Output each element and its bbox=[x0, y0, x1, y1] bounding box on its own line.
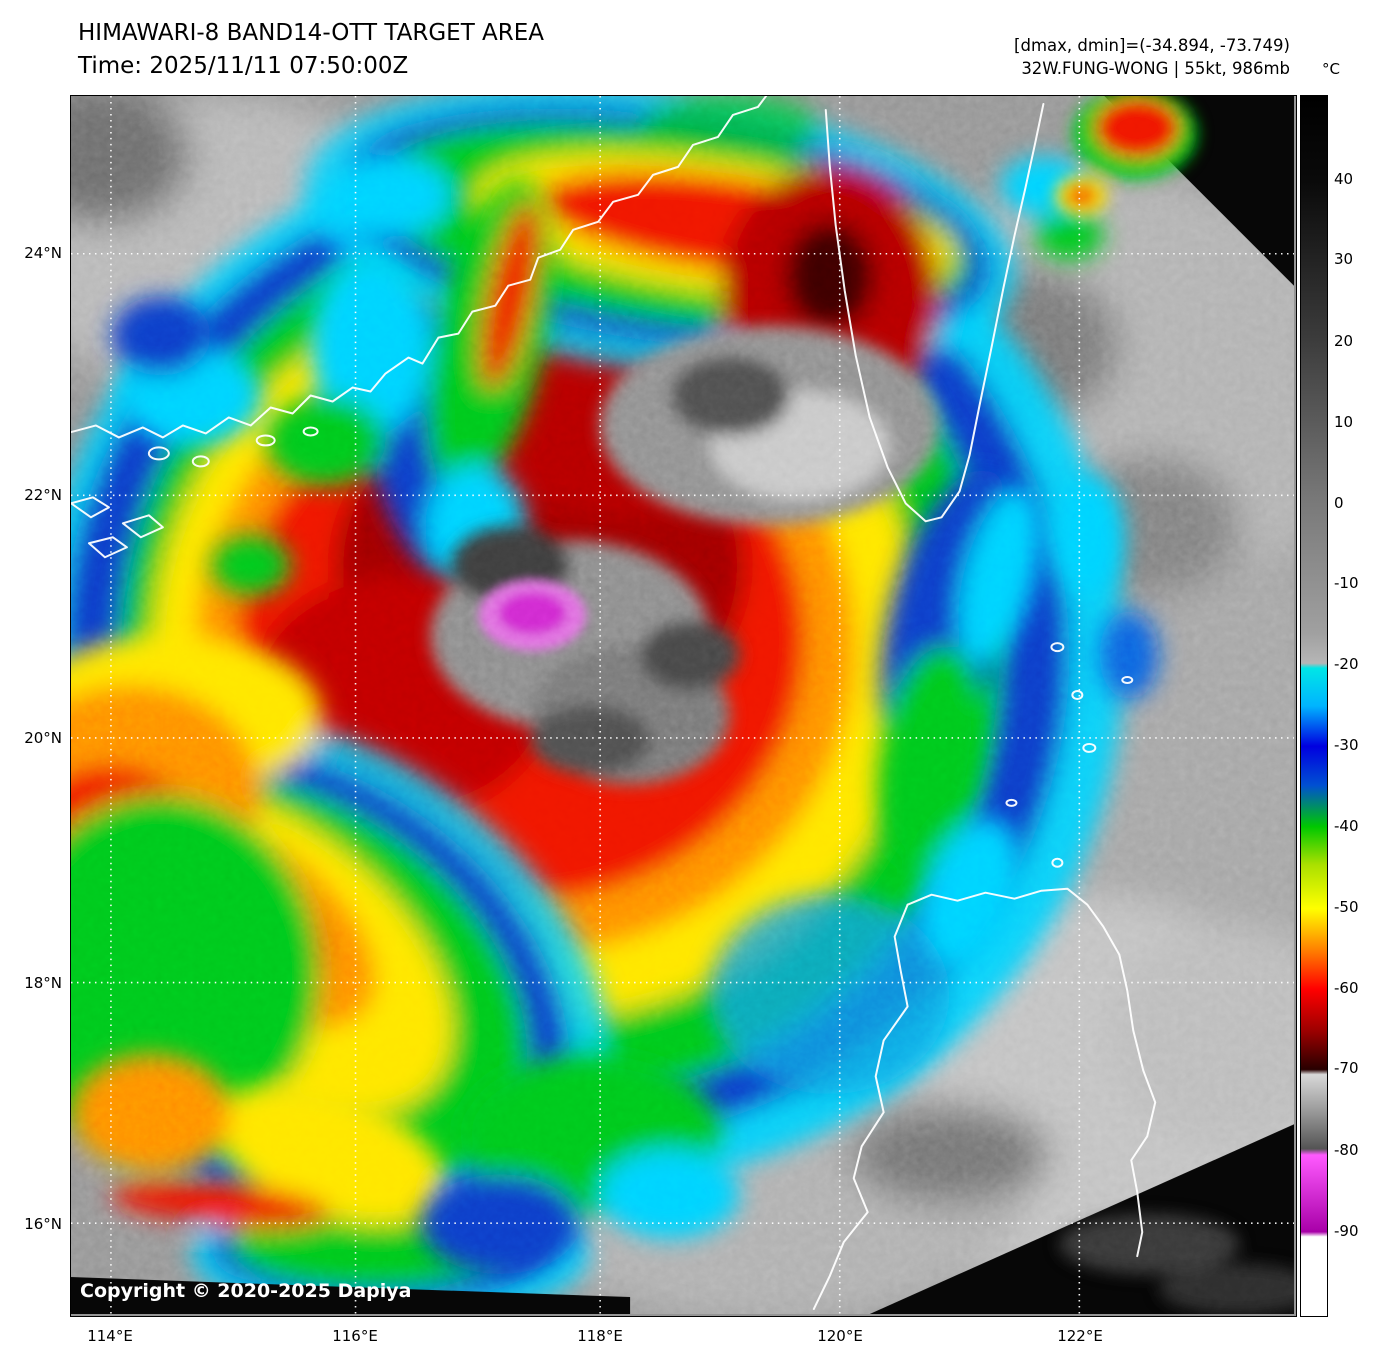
colorbar-tick: -30 bbox=[1334, 736, 1359, 754]
lon-tick-label: 122°E bbox=[1057, 1327, 1103, 1345]
coastlines bbox=[71, 96, 1157, 1311]
coastal-island bbox=[302, 426, 319, 437]
lat-tick-label: 24°N bbox=[24, 244, 62, 262]
small-island bbox=[1082, 742, 1097, 753]
graticule-grid bbox=[71, 96, 1294, 1314]
page-title: HIMAWARI-8 BAND14-OTT TARGET AREA bbox=[78, 20, 545, 46]
lat-tick-label: 18°N bbox=[24, 974, 62, 992]
colorbar-tick: -90 bbox=[1334, 1222, 1359, 1240]
colorbar-tick: -50 bbox=[1334, 898, 1359, 916]
satellite-scene bbox=[71, 96, 1294, 1314]
dmax-dmin-label: [dmax, dmin]=(-34.894, -73.749) bbox=[1014, 36, 1290, 55]
lat-tick-label: 16°N bbox=[24, 1215, 62, 1233]
noise-texture bbox=[71, 96, 1294, 1314]
colorbar-tick: -20 bbox=[1334, 655, 1359, 673]
satellite-image-frame: Copyright © 2020-2025 Dapiya bbox=[70, 95, 1297, 1317]
colorbar-tick: 20 bbox=[1334, 332, 1354, 350]
colorbar-tick: -80 bbox=[1334, 1141, 1359, 1159]
delta-islands bbox=[71, 496, 164, 559]
colorbar-unit-label: °C bbox=[1322, 60, 1340, 78]
coastline-taiwan bbox=[824, 102, 1045, 523]
colorbar-tick: 10 bbox=[1334, 413, 1354, 431]
colorbar-tick: 40 bbox=[1334, 170, 1354, 188]
stats-block: [dmax, dmin]=(-34.894, -73.749) 32W.FUNG… bbox=[1014, 34, 1290, 80]
small-island bbox=[1121, 676, 1134, 685]
storm-info-label: 32W.FUNG-WONG | 55kt, 986mb bbox=[1021, 59, 1290, 78]
small-island bbox=[1071, 690, 1084, 701]
lon-tick-label: 118°E bbox=[577, 1327, 623, 1345]
colorbar-tick: -70 bbox=[1334, 1059, 1359, 1077]
colorbar-tick: 0 bbox=[1334, 494, 1344, 512]
coastal-island bbox=[255, 434, 276, 447]
small-island bbox=[1050, 642, 1065, 653]
lat-tick-label: 20°N bbox=[24, 729, 62, 747]
colorbar-tick: 30 bbox=[1334, 250, 1354, 268]
coastline-luzon-west bbox=[812, 903, 909, 1311]
lon-tick-label: 120°E bbox=[817, 1327, 863, 1345]
colorbar-tick: -60 bbox=[1334, 979, 1359, 997]
temperature-colorbar bbox=[1300, 95, 1328, 1317]
colorbar-tick: -40 bbox=[1334, 817, 1359, 835]
time-label: Time: 2025/11/11 07:50:00Z bbox=[78, 53, 409, 79]
copyright-watermark: Copyright © 2020-2025 Dapiya bbox=[80, 1280, 412, 1302]
lon-tick-label: 114°E bbox=[87, 1327, 133, 1345]
colorbar-tick: -10 bbox=[1334, 574, 1359, 592]
coastline-luzon-east bbox=[906, 887, 1157, 1258]
lat-tick-label: 22°N bbox=[24, 486, 62, 504]
lon-tick-label: 116°E bbox=[332, 1327, 378, 1345]
coastline-china bbox=[71, 96, 768, 439]
coastal-island bbox=[191, 455, 210, 468]
small-island bbox=[1005, 798, 1018, 807]
small-island bbox=[1051, 857, 1064, 868]
coastal-island bbox=[147, 446, 170, 461]
